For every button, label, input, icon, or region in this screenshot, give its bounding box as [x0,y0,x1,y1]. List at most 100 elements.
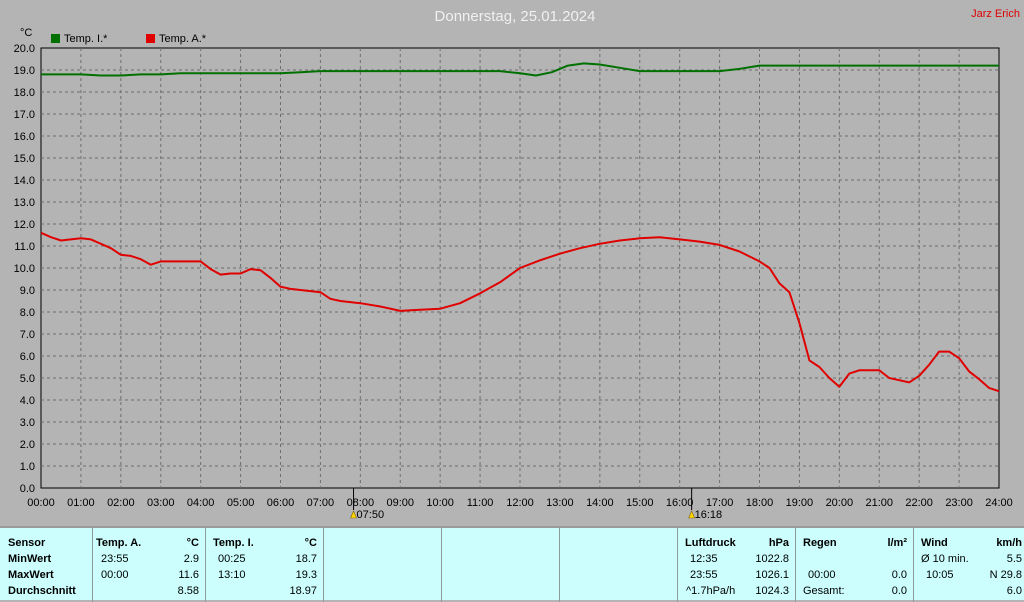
stats-col-empty-3 [559,528,677,602]
grid [41,48,999,488]
sun-events: 07:50 16:18 [350,488,723,521]
stats-col-empty-2 [441,528,559,602]
stats-col-regen: Regen l/m² 00:00 0.0 Gesamt: 0.0 [795,528,913,602]
x-tick-label: 15:00 [626,497,654,509]
stats-col-sensor: Sensor MinWert MaxWert Durchschnitt [0,528,92,602]
sunrise-icon [350,510,358,519]
y-tick-label: 19.0 [14,65,35,77]
temp-i-min-time: 00:25 [218,553,246,565]
y-tick-label: 17.0 [14,109,35,121]
y-tick-label: 2.0 [20,439,35,451]
wind-max-value: N 29.8 [989,569,1022,581]
regen-header: Regen [803,537,837,549]
x-axis: 00:00 01:00 02:00 03:00 04:00 05:00 06:00 07:00… [27,497,1013,509]
stats-table: Sensor MinWert MaxWert Durchschnitt Temp… [0,526,1024,602]
x-tick-label: 24:00 [985,497,1013,509]
wind-max-time: 10:05 [926,569,954,581]
y-tick-label: 10.0 [14,263,35,275]
y-tick-label: 1.0 [20,461,35,473]
stats-col-empty-1 [323,528,441,602]
luftdruck-trend: ^1.7hPa/h [686,585,736,597]
temp-i-unit: °C [304,537,317,549]
temp-i-avg: 18.97 [289,585,317,597]
temp-a-max-time: 00:00 [101,569,129,581]
series-lines [40,62,1000,393]
temp-i-min-value: 18.7 [295,553,317,565]
temp-a-unit: °C [186,537,199,549]
temp-a-min-value: 2.9 [183,553,199,565]
stats-col-wind: Wind km/h Ø 10 min. 5.5 10:05 N 29.8 6.0 [913,528,1024,602]
stats-col-temp-a: Temp. A. °C 23:55 2.9 00:00 11.6 8.58 [92,528,205,602]
sun-event-label: 07:50 [357,509,385,521]
temp-i-header: Temp. I. [213,537,254,549]
chart-title: Donnerstag, 25.01.2024 [435,8,596,25]
series-line-1 [40,231,1000,393]
x-tick-label: 09:00 [386,497,414,509]
x-tick-label: 00:00 [27,497,55,509]
y-tick-label: 4.0 [20,395,35,407]
regen-time: 00:00 [808,569,836,581]
y-tick-label: 14.0 [14,175,35,187]
sun-event-label: 16:18 [695,509,723,521]
temp-i-max-value: 19.3 [295,569,317,581]
x-tick-label: 13:00 [546,497,574,509]
x-tick-label: 07:00 [307,497,335,509]
luftdruck-unit: hPa [768,537,789,549]
y-axis-unit: °C [20,27,32,39]
temp-a-avg: 8.58 [177,585,199,597]
y-tick-label: 18.0 [14,87,35,99]
wind-avg-value: 5.5 [1006,553,1022,565]
x-tick-label: 18:00 [746,497,774,509]
sunset-icon [688,510,696,519]
luftdruck-min-time: 12:35 [690,553,718,565]
y-tick-label: 20.0 [14,43,35,55]
x-tick-label: 23:00 [945,497,973,509]
legend-label-indoor: Temp. I.* [64,33,108,45]
luftdruck-max-value: 1026.1 [755,569,789,581]
regen-total-value: 0.0 [891,585,907,597]
y-tick-label: 9.0 [20,285,35,297]
y-tick-label: 16.0 [14,131,35,143]
y-tick-label: 8.0 [20,307,35,319]
wind-header: Wind [921,537,948,549]
x-tick-label: 16:00 [666,497,694,509]
luftdruck-min-value: 1022.8 [755,553,789,565]
temp-a-max-value: 11.6 [178,569,199,581]
row-label-avg: Durchschnitt [8,585,76,597]
stats-col-temp-i: Temp. I. °C 00:25 18.7 13:10 19.3 18.97 [205,528,323,602]
x-tick-label: 22:00 [905,497,933,509]
y-tick-label: 3.0 [20,417,35,429]
y-tick-label: 13.0 [14,197,35,209]
temp-a-min-time: 23:55 [101,553,129,565]
temp-a-header: Temp. A. [96,537,142,549]
regen-total-label: Gesamt: [803,585,845,597]
x-tick-label: 06:00 [267,497,295,509]
row-label-max: MaxWert [8,569,54,581]
legend: Temp. I.* Temp. A.* [51,33,207,45]
y-tick-label: 0.0 [20,483,35,495]
y-tick-label: 11.0 [14,241,35,253]
sensor-header: Sensor [8,537,46,549]
series-line-0 [41,62,999,77]
luftdruck-header: Luftdruck [685,537,736,549]
x-tick-label: 02:00 [107,497,135,509]
x-tick-label: 12:00 [506,497,534,509]
x-tick-label: 20:00 [826,497,854,509]
author-label: Jarz Erich [971,8,1020,20]
x-tick-label: 04:00 [187,497,215,509]
x-tick-label: 21:00 [865,497,893,509]
wind-avg-label: Ø 10 min. [921,553,969,565]
y-axis: 0.0 1.0 2.0 3.0 4.0 5.0 6.0 7.0 8.0 9.0 10.0 11.0 12… [14,43,35,495]
regen-unit: l/m² [887,537,907,549]
y-tick-label: 5.0 [20,373,35,385]
luftdruck-current: 1024.3 [755,585,789,597]
temp-i-max-time: 13:10 [218,569,246,581]
regen-value: 0.0 [891,569,907,581]
legend-swatch-indoor [51,34,60,43]
x-tick-label: 05:00 [227,497,255,509]
row-label-min: MinWert [8,553,52,565]
y-tick-label: 15.0 [14,153,35,165]
y-tick-label: 7.0 [20,329,35,341]
legend-swatch-outdoor [146,34,155,43]
legend-label-outdoor: Temp. A.* [159,33,207,45]
